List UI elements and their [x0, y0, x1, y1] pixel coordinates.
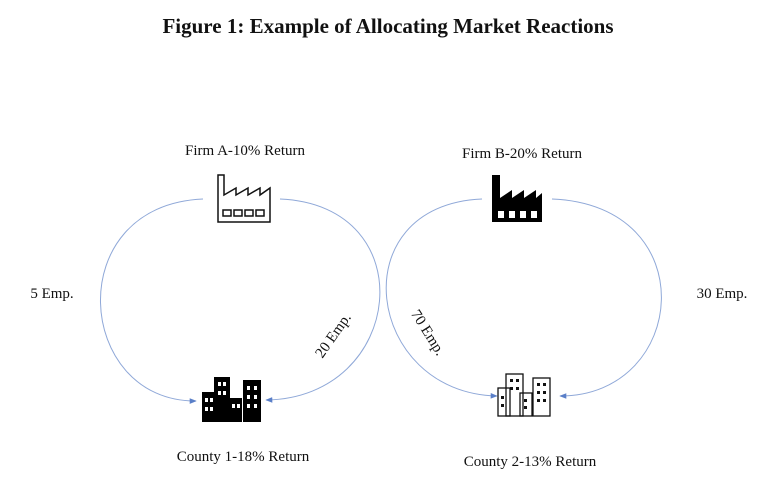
node-label: County 2-13% Return: [464, 454, 597, 470]
node-label: County 1-18% Return: [177, 449, 310, 465]
edge-label: 5 Emp.: [30, 286, 73, 302]
edge: [551, 198, 662, 399]
edge: [265, 198, 381, 403]
edge: [100, 198, 204, 404]
edge-label: 30 Emp.: [697, 286, 748, 302]
factory-icon: [217, 174, 271, 223]
buildings-icon: [202, 377, 261, 422]
edge-label: 70 Emp.: [407, 307, 448, 359]
figure-title: Figure 1: Example of Allocating Market R…: [162, 14, 613, 38]
node-label: Firm B-20% Return: [462, 146, 582, 162]
edge: [385, 198, 498, 399]
buildings-icon: [497, 373, 551, 417]
factory-icon: [492, 175, 542, 222]
edge-label: 20 Emp.: [313, 310, 355, 361]
node-label: Firm A-10% Return: [185, 143, 305, 159]
